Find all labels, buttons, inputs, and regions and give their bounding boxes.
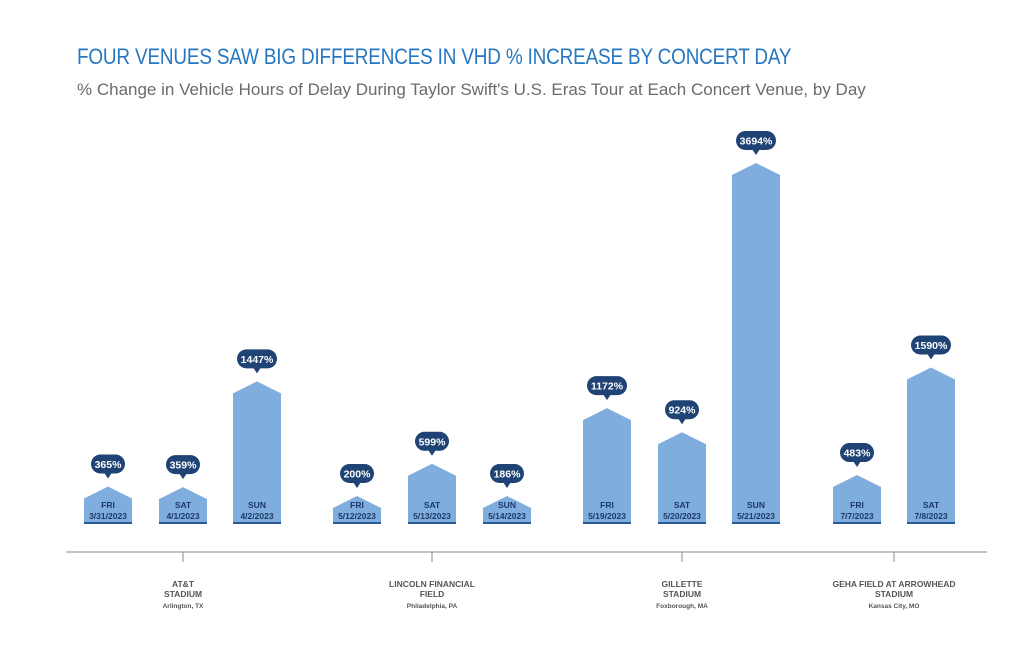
- bar-baseline: [658, 522, 706, 524]
- bar-date-label: 7/7/2023: [840, 511, 873, 521]
- value-bubble-pointer: [927, 353, 935, 360]
- value-bubble-pointer: [179, 473, 187, 480]
- bar-day-label: FRI: [350, 500, 364, 510]
- value-label: 1447%: [241, 354, 274, 366]
- bar-day-label: SAT: [424, 500, 441, 510]
- bar-day-label: SUN: [248, 500, 266, 510]
- bar-date-label: 5/13/2023: [413, 511, 451, 521]
- value-bubble-pointer: [503, 482, 511, 488]
- value-label: 1172%: [591, 381, 624, 393]
- bar-date-label: 5/12/2023: [338, 511, 376, 521]
- value-bubble: [490, 464, 524, 483]
- value-label: 200%: [344, 469, 372, 481]
- bar-day-label: FRI: [600, 500, 614, 510]
- chart-subtitle: % Change in Vehicle Hours of Delay Durin…: [77, 80, 866, 99]
- bar-baseline: [483, 522, 531, 524]
- venue-name-label: STADIUM: [164, 589, 202, 599]
- value-bubble: [840, 443, 874, 463]
- venue-name-label: AT&T: [172, 579, 195, 589]
- chart-title: FOUR VENUES SAW BIG DIFFERENCES IN VHD %…: [77, 44, 792, 69]
- value-bubble: [587, 376, 627, 396]
- value-bubble: [911, 335, 951, 355]
- bar-date-label: 3/31/2023: [89, 511, 127, 521]
- venue-name-label: GEHA FIELD AT ARROWHEAD: [832, 579, 955, 589]
- bar-date-label: 5/21/2023: [737, 511, 775, 521]
- bar-baseline: [583, 522, 631, 524]
- bar-day-label: SAT: [175, 500, 192, 510]
- value-label: 1590%: [915, 340, 948, 352]
- bar-baseline: [333, 522, 381, 524]
- bar-baseline: [408, 522, 456, 524]
- venue-location-label: Philadelphia, PA: [407, 603, 458, 610]
- value-bubble: [91, 454, 125, 474]
- venue-name-label: GILLETTE: [661, 579, 702, 589]
- value-label: 3694%: [740, 136, 773, 148]
- venue-location-label: Arlington, TX: [163, 603, 204, 610]
- value-label: 365%: [95, 459, 123, 471]
- bar-baseline: [84, 522, 132, 524]
- bar: [583, 408, 631, 522]
- bar-date-label: 5/19/2023: [588, 511, 626, 521]
- venue-location-label: Foxborough, MA: [656, 603, 708, 610]
- bar-day-label: SUN: [747, 500, 765, 510]
- venue-name-label: FIELD: [420, 589, 445, 599]
- value-bubble-pointer: [603, 394, 611, 401]
- value-bubble: [340, 464, 374, 483]
- bar: [408, 463, 456, 522]
- value-label: 924%: [669, 405, 697, 417]
- bar-day-label: SAT: [923, 500, 940, 510]
- bar-date-label: 5/20/2023: [663, 511, 701, 521]
- value-bubble-pointer: [353, 482, 361, 488]
- bar: [833, 475, 881, 522]
- bar-date-label: 5/14/2023: [488, 511, 526, 521]
- bar: [233, 381, 281, 522]
- value-label: 599%: [419, 436, 447, 448]
- value-label: 359%: [170, 460, 198, 472]
- bar-day-label: SAT: [674, 500, 691, 510]
- bar-date-label: 4/1/2023: [166, 511, 199, 521]
- bar-date-label: 7/8/2023: [914, 511, 947, 521]
- bar-baseline: [159, 522, 207, 524]
- bar-baseline: [233, 522, 281, 524]
- value-bubble-pointer: [104, 472, 112, 479]
- value-bubble-pointer: [253, 367, 261, 374]
- venue-name-label: STADIUM: [663, 589, 701, 599]
- value-label: 483%: [844, 448, 872, 460]
- bar-date-label: 4/2/2023: [240, 511, 273, 521]
- value-bubble-pointer: [752, 149, 760, 155]
- bar: [732, 163, 780, 522]
- value-bubble: [665, 400, 699, 420]
- bar: [159, 487, 207, 522]
- value-bubble-pointer: [428, 449, 436, 456]
- value-bubble-pointer: [853, 461, 861, 468]
- bar-baseline: [907, 522, 955, 524]
- bar-day-label: SUN: [498, 500, 516, 510]
- bar-baseline: [732, 522, 780, 524]
- bar-baseline: [833, 522, 881, 524]
- value-bubble: [736, 131, 776, 150]
- bar: [658, 432, 706, 522]
- value-bubble: [415, 431, 449, 451]
- bar: [907, 367, 955, 522]
- value-bubble-pointer: [678, 418, 686, 425]
- venue-name-label: LINCOLN FINANCIAL: [389, 579, 475, 589]
- value-label: 186%: [494, 469, 522, 481]
- bar: [333, 496, 381, 522]
- venue-name-label: STADIUM: [875, 589, 913, 599]
- bar-day-label: FRI: [850, 500, 864, 510]
- bar: [483, 496, 531, 522]
- bar-day-label: FRI: [101, 500, 115, 510]
- bar: [84, 486, 132, 522]
- value-bubble: [237, 349, 277, 369]
- value-bubble: [166, 455, 200, 475]
- venue-location-label: Kansas City, MO: [869, 603, 920, 610]
